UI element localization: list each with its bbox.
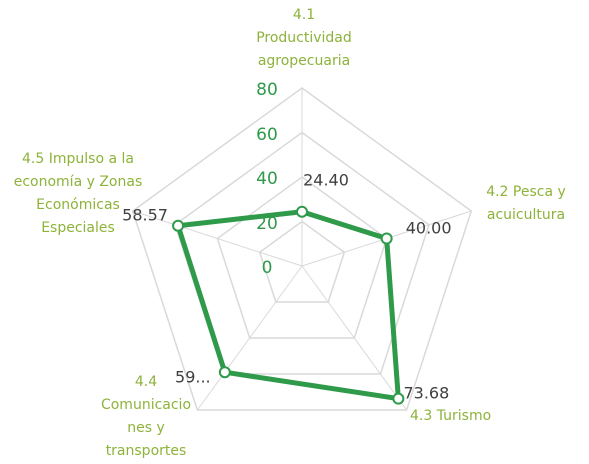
data-label: 24.40 — [303, 170, 349, 190]
grid-ring — [174, 131, 430, 375]
spoke — [196, 265, 303, 411]
grid-ring — [216, 176, 388, 339]
grid-ring — [131, 87, 473, 411]
category-label: 4.2 Pesca y acuicultura — [486, 184, 566, 223]
data-point — [296, 205, 308, 218]
tick-label: 40 — [256, 169, 278, 189]
data-label: 59... — [175, 367, 211, 387]
tick-label: 60 — [256, 124, 278, 145]
tick-label: 80 — [256, 80, 278, 100]
tick-label: 0 — [261, 258, 273, 278]
category-label: 4.5 Impulso a la economía y Zonas Económ… — [13, 151, 143, 236]
series-line — [175, 209, 401, 402]
tick-label: 20 — [256, 213, 278, 234]
data-point — [172, 219, 185, 232]
data-point — [392, 392, 405, 405]
grid-ring — [258, 220, 346, 303]
data-label: 58.57 — [122, 205, 168, 225]
spoke — [132, 210, 303, 267]
category-label: 4.4 Comunicaciones y transportes — [100, 374, 192, 459]
data-point — [380, 232, 393, 245]
spoke — [301, 265, 408, 411]
data-label: 73.68 — [403, 383, 450, 403]
category-label: 4.3 Turismo — [410, 408, 492, 424]
data-label: 40.00 — [405, 218, 452, 238]
category-label: 4.1 Productividad agropecuaria — [256, 7, 352, 69]
data-point — [218, 366, 231, 379]
